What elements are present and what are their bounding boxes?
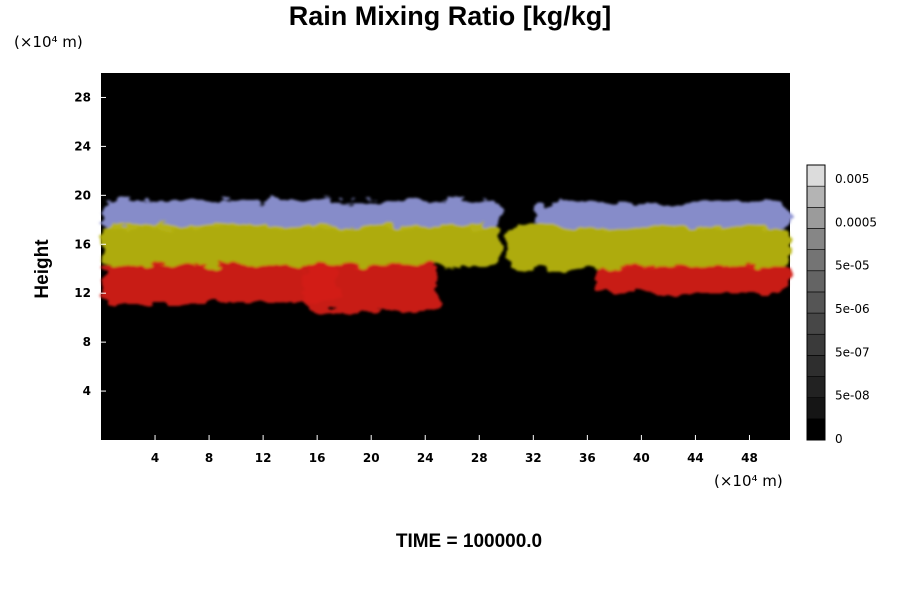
band-blue-0 [101, 200, 500, 229]
colorbar-swatch [806, 355, 826, 377]
y-tick-label: 8 [83, 335, 91, 349]
colorbar-label: 0.005 [835, 172, 869, 186]
colorbar-swatch [806, 333, 826, 356]
x-tick-label: 8 [205, 451, 213, 465]
x-tick-label: 4 [151, 451, 159, 465]
colorbar-label: 5e-05 [835, 259, 870, 273]
chart-title: Rain Mixing Ratio [kg/kg] [288, 1, 612, 31]
colorbar-label: 5e-06 [835, 302, 870, 316]
colorbar-swatch [806, 228, 826, 250]
band-red-0 [101, 265, 338, 303]
colorbar-swatch [806, 291, 826, 314]
y-tick-label: 12 [74, 286, 91, 300]
band-yellow-0 [101, 224, 500, 267]
x-tick-label: 44 [687, 451, 704, 465]
x-tick-label: 28 [471, 451, 488, 465]
colorbar-swatch [806, 207, 826, 229]
colorbar-label: 0.0005 [835, 215, 877, 229]
x-tick-label: 36 [579, 451, 596, 465]
colorbar-label: 5e-07 [835, 345, 870, 359]
colorbar-swatch [806, 185, 826, 208]
x-tick-label: 32 [525, 451, 542, 465]
colorbar-frame [806, 164, 826, 441]
colorbar-swatch [806, 249, 826, 272]
band-yellow-1 [506, 225, 790, 269]
x-tick-label: 48 [741, 451, 758, 465]
colorbar-swatch [806, 312, 826, 335]
x-tick-label: 40 [633, 451, 650, 465]
colorbar: 0.005 0.0005 5e-05 5e-06 5e-07 5e-08 0 [806, 164, 877, 446]
x-tick-label: 20 [363, 451, 380, 465]
colorbar-swatch [806, 418, 826, 441]
colorbar-label: 0 [835, 432, 843, 446]
colorbar-swatch [806, 164, 826, 187]
colorbar-swatch [806, 376, 826, 398]
time-label: TIME = 100000.0 [395, 531, 543, 552]
y-tick-label: 28 [74, 90, 91, 104]
y-tick-label: 20 [74, 188, 91, 202]
y-tick-label: 16 [74, 237, 91, 251]
x-axis-unit: (×10⁴ m) [714, 472, 783, 490]
colorbar-swatch [806, 397, 826, 420]
y-axis-unit: (×10⁴ m) [14, 33, 83, 51]
y-tick-label: 4 [83, 384, 91, 398]
band-blue-1 [533, 202, 790, 229]
band-red-1 [303, 263, 439, 312]
x-tick-label: 12 [255, 451, 272, 465]
colorbar-label: 5e-08 [835, 389, 870, 403]
colorbar-swatch [806, 270, 826, 293]
band-red-2 [594, 266, 790, 292]
y-tick-label: 24 [74, 139, 91, 153]
x-tick-label: 24 [417, 451, 434, 465]
x-tick-label: 16 [309, 451, 326, 465]
